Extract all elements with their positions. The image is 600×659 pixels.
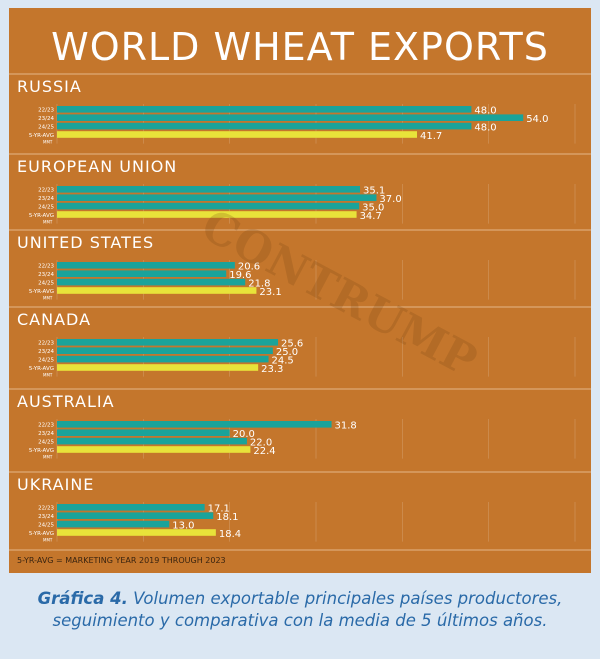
panel-title-australia: AUSTRALIA bbox=[17, 392, 115, 411]
data-label: 35.0 bbox=[362, 202, 384, 213]
bar bbox=[57, 421, 332, 428]
data-label: 48.0 bbox=[474, 122, 496, 133]
chart-panels: RUSSIA 22/23 48.0 23/24 54.0 24/25 48.0 5-YR-AV… bbox=[9, 73, 591, 551]
data-label: 37.0 bbox=[379, 194, 401, 205]
row-label: 24/25 bbox=[38, 439, 54, 445]
data-label: 23.1 bbox=[259, 287, 281, 298]
unit-label: MMT bbox=[43, 538, 53, 543]
data-label: 25.6 bbox=[281, 339, 303, 350]
row-label: 5-YR-AVG bbox=[29, 366, 54, 372]
unit-label: MMT bbox=[43, 373, 53, 378]
chart-frame: WORLD WHEAT EXPORTS RUSSIA 22/23 48.0 23/24… bbox=[9, 8, 591, 573]
avg-bar bbox=[57, 287, 257, 294]
bar bbox=[57, 186, 361, 193]
bar bbox=[57, 262, 235, 269]
avg-bar bbox=[57, 131, 418, 138]
data-label: 18.1 bbox=[216, 512, 238, 523]
row-label: 23/24 bbox=[38, 272, 54, 278]
bar bbox=[57, 504, 205, 511]
row-label: 23/24 bbox=[38, 349, 54, 355]
chart-svg: WORLD WHEAT EXPORTS RUSSIA 22/23 48.0 23/24… bbox=[9, 25, 591, 565]
data-label: 19.6 bbox=[229, 270, 251, 281]
bar bbox=[57, 339, 279, 346]
row-label: 22/23 bbox=[38, 264, 54, 270]
row-label: 5-YR-AVG bbox=[29, 448, 54, 454]
row-label: 5-YR-AVG bbox=[29, 133, 54, 139]
row-label: 24/25 bbox=[38, 522, 54, 528]
chart-footnote: 5-YR-AVG = MARKETING YEAR 2019 THROUGH 2… bbox=[17, 556, 226, 565]
unit-label: MMT bbox=[43, 140, 53, 145]
bar bbox=[57, 437, 247, 445]
data-label: 22.0 bbox=[250, 437, 272, 448]
panel-title-canada: CANADA bbox=[17, 310, 91, 329]
bar bbox=[57, 122, 472, 130]
data-label: 34.7 bbox=[360, 211, 382, 222]
row-label: 23/24 bbox=[38, 514, 54, 520]
bar bbox=[57, 106, 472, 113]
data-label: 54.0 bbox=[526, 114, 548, 125]
unit-label: MMT bbox=[43, 455, 53, 460]
bar bbox=[57, 512, 214, 519]
row-label: 5-YR-AVG bbox=[29, 213, 54, 219]
row-label: 24/25 bbox=[38, 280, 54, 286]
data-label: 48.0 bbox=[474, 106, 496, 117]
caption-label: Gráfica 4. bbox=[37, 589, 128, 608]
panel-title-ukraine: UKRAINE bbox=[17, 475, 94, 494]
row-label: 24/25 bbox=[38, 357, 54, 363]
row-label: 23/24 bbox=[38, 196, 54, 202]
caption-text: Volumen exportable principales países pr… bbox=[52, 589, 563, 630]
bar bbox=[57, 278, 246, 286]
data-label: 24.5 bbox=[272, 355, 294, 366]
data-label: 18.4 bbox=[219, 529, 241, 540]
data-label: 31.8 bbox=[335, 421, 357, 432]
bar bbox=[57, 194, 377, 201]
bar bbox=[57, 202, 360, 210]
row-label: 22/23 bbox=[38, 188, 54, 194]
bar bbox=[57, 347, 273, 354]
data-label: 23.3 bbox=[261, 364, 283, 375]
unit-label: MMT bbox=[43, 296, 53, 301]
bar bbox=[57, 270, 227, 277]
avg-bar bbox=[57, 446, 251, 453]
panel-title-russia: RUSSIA bbox=[17, 77, 82, 96]
row-label: 5-YR-AVG bbox=[29, 289, 54, 295]
row-label: 24/25 bbox=[38, 204, 54, 210]
bar bbox=[57, 429, 230, 436]
data-label: 13.0 bbox=[172, 520, 194, 531]
row-label: 22/23 bbox=[38, 423, 54, 429]
data-label: 20.0 bbox=[233, 429, 255, 440]
data-label: 21.8 bbox=[248, 278, 270, 289]
bar bbox=[57, 114, 524, 121]
row-label: 22/23 bbox=[38, 341, 54, 347]
figure-caption: Gráfica 4. Volumen exportable principale… bbox=[0, 588, 600, 632]
avg-bar bbox=[57, 529, 216, 536]
data-label: 17.1 bbox=[208, 504, 230, 515]
unit-label: MMT bbox=[43, 220, 53, 225]
row-label: 5-YR-AVG bbox=[29, 531, 54, 537]
bar bbox=[57, 355, 269, 363]
panel-title-united-states: UNITED STATES bbox=[17, 233, 154, 252]
row-label: 22/23 bbox=[38, 506, 54, 512]
bar bbox=[57, 520, 170, 528]
avg-bar bbox=[57, 364, 259, 371]
row-label: 22/23 bbox=[38, 108, 54, 114]
data-label: 20.6 bbox=[238, 262, 260, 273]
panel-title-european-union: EUROPEAN UNION bbox=[17, 157, 177, 176]
row-label: 24/25 bbox=[38, 124, 54, 130]
data-label: 25.0 bbox=[276, 347, 298, 358]
data-label: 41.7 bbox=[420, 131, 442, 142]
data-label: 22.4 bbox=[253, 446, 275, 457]
row-label: 23/24 bbox=[38, 116, 54, 122]
avg-bar bbox=[57, 211, 357, 218]
row-label: 23/24 bbox=[38, 431, 54, 437]
chart-title: WORLD WHEAT EXPORTS bbox=[51, 25, 549, 69]
data-label: 35.1 bbox=[363, 186, 385, 197]
